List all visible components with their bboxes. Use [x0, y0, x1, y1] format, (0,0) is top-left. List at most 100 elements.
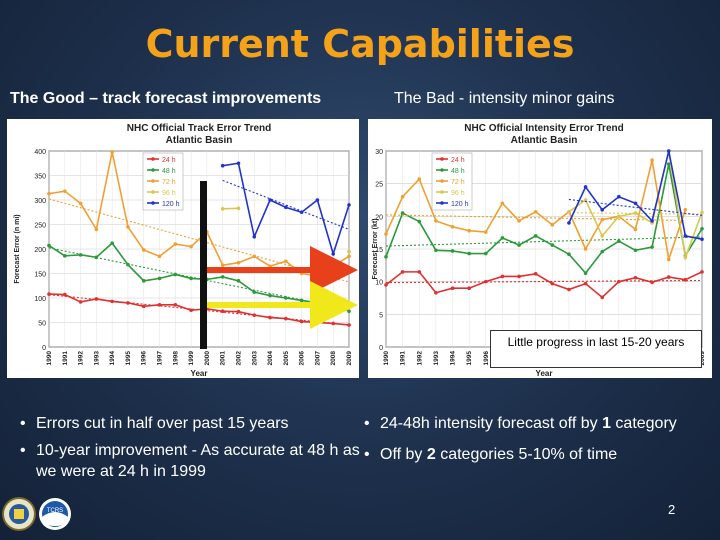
data-point — [141, 248, 146, 252]
y-tick-label: 0 — [379, 345, 383, 352]
x-tick-label: 2009 — [699, 351, 706, 366]
data-point — [236, 279, 241, 283]
svg-text:TCRS: TCRS — [47, 508, 63, 514]
data-point — [126, 301, 130, 305]
data-point — [347, 203, 351, 207]
x-tick-label: 1996 — [141, 351, 148, 366]
data-point — [173, 242, 178, 246]
data-point — [450, 224, 455, 229]
data-point — [252, 254, 257, 259]
data-point — [533, 272, 538, 276]
x-tick-label: 2006 — [299, 351, 306, 366]
trend-line — [385, 214, 686, 222]
x-tick-label: 2001 — [220, 351, 227, 366]
x-tick-label: 1991 — [400, 351, 407, 366]
legend-label: 96 h — [162, 190, 176, 197]
data-point — [141, 279, 146, 283]
y-axis-label: Forecast Error (n mi) — [14, 214, 21, 283]
data-point — [189, 308, 193, 313]
x-tick-label: 1990 — [383, 351, 390, 366]
data-point — [417, 270, 422, 274]
x-tick-label: 1998 — [172, 351, 179, 366]
data-point — [252, 313, 257, 317]
data-point — [633, 201, 638, 206]
data-point — [617, 194, 621, 199]
data-point — [567, 221, 571, 225]
x-tick-label: 1995 — [125, 351, 132, 366]
data-point — [110, 150, 114, 154]
left-bullets: Errors cut in half over past 15 years 10… — [14, 413, 360, 488]
legend-marker — [151, 168, 155, 172]
data-point — [450, 286, 455, 290]
data-point — [220, 207, 225, 211]
data-point — [483, 230, 488, 234]
data-point — [533, 234, 538, 238]
slide-title: Current Capabilities — [145, 22, 575, 66]
data-point — [533, 209, 538, 214]
y-tick-label: 10 — [375, 280, 383, 287]
series-line — [48, 293, 350, 326]
data-point — [467, 251, 471, 256]
data-point — [384, 283, 388, 287]
data-point — [62, 292, 67, 297]
legend-marker — [151, 157, 155, 161]
x-tick-label: 2007 — [314, 351, 321, 366]
y-tick-label: 250 — [34, 223, 46, 230]
data-point — [236, 206, 241, 211]
trend-line — [385, 236, 703, 247]
series-line — [48, 241, 350, 312]
data-point — [434, 290, 438, 295]
x-tick-label: 1990 — [46, 351, 53, 366]
legend-marker — [151, 179, 155, 183]
data-point — [567, 287, 571, 292]
data-point — [47, 191, 51, 196]
data-point — [617, 279, 621, 284]
legend-marker — [151, 190, 155, 194]
legend-marker — [440, 179, 444, 183]
data-point — [400, 194, 405, 199]
data-point — [483, 279, 488, 284]
x-tick-label: 1994 — [450, 351, 457, 366]
data-point — [236, 260, 241, 265]
x-tick-label: 2005 — [283, 351, 290, 366]
chart-subtitle: Atlantic Basin — [166, 135, 233, 146]
data-point — [47, 292, 51, 296]
data-point — [236, 309, 241, 314]
x-tick-label: 1997 — [157, 351, 164, 366]
callout-box: Little progress in last 15-20 years — [490, 330, 702, 368]
legend-marker — [151, 201, 155, 205]
data-point — [666, 275, 671, 279]
x-tick-label: 1999 — [188, 351, 195, 366]
legend-label: 72 h — [162, 179, 176, 186]
y-tick-label: 150 — [34, 272, 46, 279]
data-point — [617, 239, 621, 243]
data-point — [157, 254, 162, 259]
data-point — [650, 280, 654, 285]
data-point — [700, 237, 704, 241]
page-number: 2 — [668, 502, 676, 517]
data-point — [417, 219, 422, 224]
left-bullet: Errors cut in half over past 15 years — [14, 413, 360, 434]
y-tick-label: 0 — [42, 345, 46, 352]
x-tick-label: 2004 — [267, 351, 274, 366]
legend-label: 72 h — [451, 179, 465, 186]
data-point — [700, 270, 704, 274]
right-bullets: 24-48h intensity forecast off by 1 categ… — [358, 413, 678, 471]
data-point — [583, 271, 588, 275]
data-point — [517, 219, 521, 223]
x-tick-label: 1992 — [416, 351, 423, 366]
legend-marker — [440, 201, 444, 205]
x-tick-label: 2008 — [330, 351, 337, 366]
data-point — [583, 198, 588, 202]
x-axis-label: Year — [191, 369, 208, 378]
data-point — [434, 248, 438, 253]
data-point — [110, 299, 114, 304]
y-tick-label: 20 — [375, 214, 383, 221]
data-point — [417, 177, 422, 181]
data-point — [683, 208, 688, 212]
data-point — [284, 316, 288, 321]
x-axis-label: Year — [536, 369, 553, 378]
legend-label: 120 h — [451, 201, 469, 208]
data-point — [700, 226, 704, 231]
